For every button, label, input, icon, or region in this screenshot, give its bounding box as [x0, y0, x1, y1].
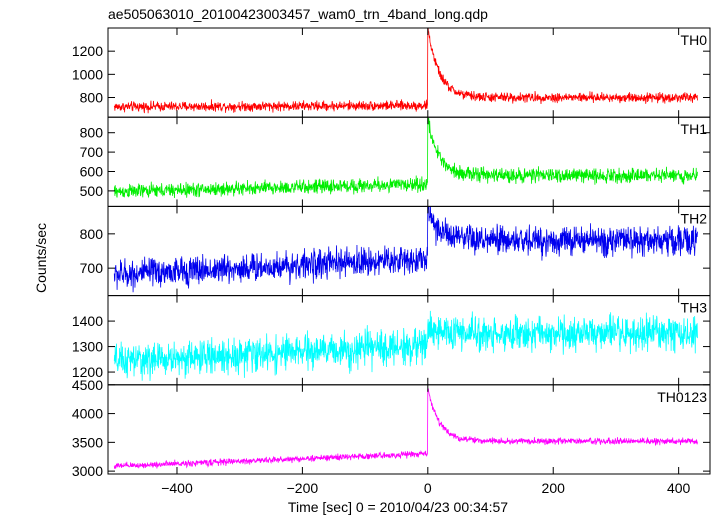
x-tick-label: −400: [161, 480, 193, 496]
y-tick-label: 1400: [72, 313, 103, 329]
x-axis: −400 −200 0 200 400: [161, 480, 690, 496]
panel-th1: 500 600 700 800 TH1: [80, 116, 711, 207]
panel-label-th0: TH0: [681, 32, 708, 48]
panel-th0123: 3000 3500 4000 4500 TH0123: [72, 377, 711, 479]
panel-th2: 700 800 TH2: [80, 205, 711, 297]
y-tick-label: 1200: [72, 364, 103, 380]
panel-frame: [107, 116, 711, 207]
series-line-th0123: [113, 387, 698, 469]
panel-label-th1: TH1: [681, 121, 708, 137]
x-tick-label: −200: [287, 480, 319, 496]
panel-frame: [107, 205, 711, 297]
y-tick-label: 3500: [72, 434, 103, 450]
y-tick-label: 1200: [72, 43, 103, 59]
y-tick-label: 700: [80, 260, 104, 276]
y-tick-label: 4000: [72, 406, 103, 422]
series-line-th2: [113, 206, 698, 293]
panel-frame: [107, 384, 711, 475]
y-tick-label: 1000: [72, 66, 103, 82]
y-tick-label: 800: [80, 125, 104, 141]
panel-th3: 1200 1300 1400 TH3: [72, 295, 711, 386]
y-tick-label: 3000: [72, 463, 103, 479]
panel-th0: 800 1000 1200 TH0: [72, 27, 711, 118]
panel-label-th3: TH3: [681, 300, 708, 316]
series-line-th1: [113, 117, 698, 199]
panels-group: 800 1000 1200 TH0 500 600 700 800 TH1 700 800 TH2 12…: [72, 27, 711, 479]
x-axis-label: Time [sec] 0 = 2010/04/23 00:34:57: [288, 499, 508, 515]
y-tick-label: 600: [80, 163, 104, 179]
series-line-th3: [113, 310, 698, 381]
y-tick-label: 1300: [72, 339, 103, 355]
y-tick-label: 800: [80, 90, 104, 106]
panel-label-th0123: TH0123: [657, 389, 707, 405]
y-axis-label: Counts/sec: [33, 223, 49, 293]
panel-label-th2: TH2: [681, 210, 708, 226]
x-tick-label: 0: [424, 480, 432, 496]
x-tick-label: 200: [542, 480, 566, 496]
y-tick-label: 800: [80, 226, 104, 242]
series-line-th0: [113, 28, 698, 114]
y-tick-label: 500: [80, 183, 104, 199]
y-tick-label: 700: [80, 144, 104, 160]
y-tick-label: 4500: [72, 377, 103, 393]
chart-title: ae505063010_20100423003457_wam0_trn_4ban…: [108, 6, 488, 22]
x-tick-label: 400: [667, 480, 691, 496]
